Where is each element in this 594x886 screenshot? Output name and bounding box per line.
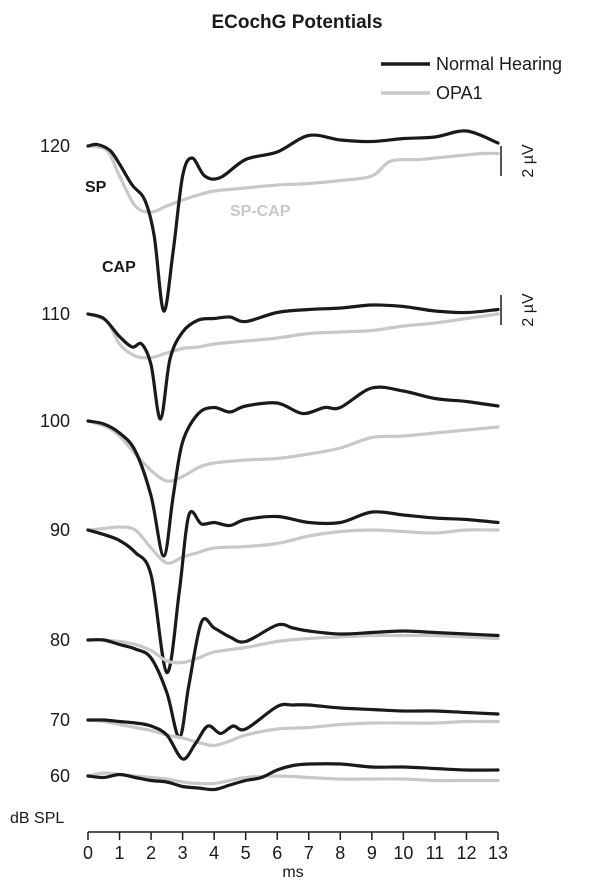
legend-label-normal: Normal Hearing — [436, 54, 562, 74]
x-axis-label: ms — [282, 864, 303, 881]
x-tick-label: 6 — [272, 843, 282, 863]
scale-bar-label: 2 µV — [520, 293, 537, 327]
trace-opa1-100 — [86, 419, 500, 483]
scale-bar-2: 2 µV — [500, 293, 537, 327]
annotation-cap: CAP — [102, 259, 136, 276]
trace-normal-110 — [86, 303, 500, 421]
level-label-60: 60 — [50, 766, 70, 786]
x-axis: 0 1 2 3 4 5 6 7 8 9 10 11 12 13 — [83, 831, 508, 863]
annotation-sp: SP — [85, 179, 107, 196]
x-tick-label: 1 — [115, 843, 125, 863]
trace-opa1-90 — [86, 525, 500, 565]
trace-opa1-60 — [86, 771, 500, 786]
trace-opa1-110 — [86, 312, 500, 360]
legend: Normal Hearing OPA1 — [381, 54, 562, 103]
trace-normal-100 — [86, 385, 500, 558]
trace-opa1-80 — [86, 633, 500, 665]
level-labels: 120 110 100 90 80 70 60 — [40, 136, 70, 786]
x-tick-label: 12 — [456, 843, 476, 863]
y-unit-label: dB SPL — [10, 810, 64, 827]
scale-bar-label: 2 µV — [520, 144, 537, 178]
trace-opa1-120 — [86, 144, 500, 214]
legend-label-opa1: OPA1 — [436, 83, 483, 103]
annotation-sp-cap: SP-CAP — [230, 203, 291, 220]
x-tick-label: 4 — [209, 843, 219, 863]
level-label-120: 120 — [40, 136, 70, 156]
x-tick-label: 13 — [488, 843, 508, 863]
x-tick-label: 9 — [367, 843, 377, 863]
level-label-90: 90 — [50, 520, 70, 540]
x-tick-label: 5 — [241, 843, 251, 863]
x-tick-label: 0 — [83, 843, 93, 863]
scale-bar-1: 2 µV — [500, 144, 537, 178]
trace-opa1-70 — [86, 718, 500, 748]
trace-normal-90 — [86, 509, 500, 675]
level-label-80: 80 — [50, 630, 70, 650]
trace-normal-80 — [86, 616, 500, 740]
traces-group — [86, 129, 500, 792]
x-tick-label: 7 — [304, 843, 314, 863]
level-label-110: 110 — [41, 304, 70, 324]
x-tick-label: 8 — [335, 843, 345, 863]
trace-normal-70 — [86, 702, 500, 761]
level-label-100: 100 — [40, 411, 70, 431]
chart-title: ECochG Potentials — [211, 12, 382, 33]
trace-normal-120 — [86, 129, 500, 313]
x-tick-label: 3 — [178, 843, 188, 863]
x-tick-label: 10 — [393, 843, 413, 863]
trace-normal-60 — [86, 762, 500, 792]
x-tick-label: 11 — [426, 843, 445, 863]
level-label-70: 70 — [50, 710, 70, 730]
x-tick-label: 2 — [146, 843, 156, 863]
